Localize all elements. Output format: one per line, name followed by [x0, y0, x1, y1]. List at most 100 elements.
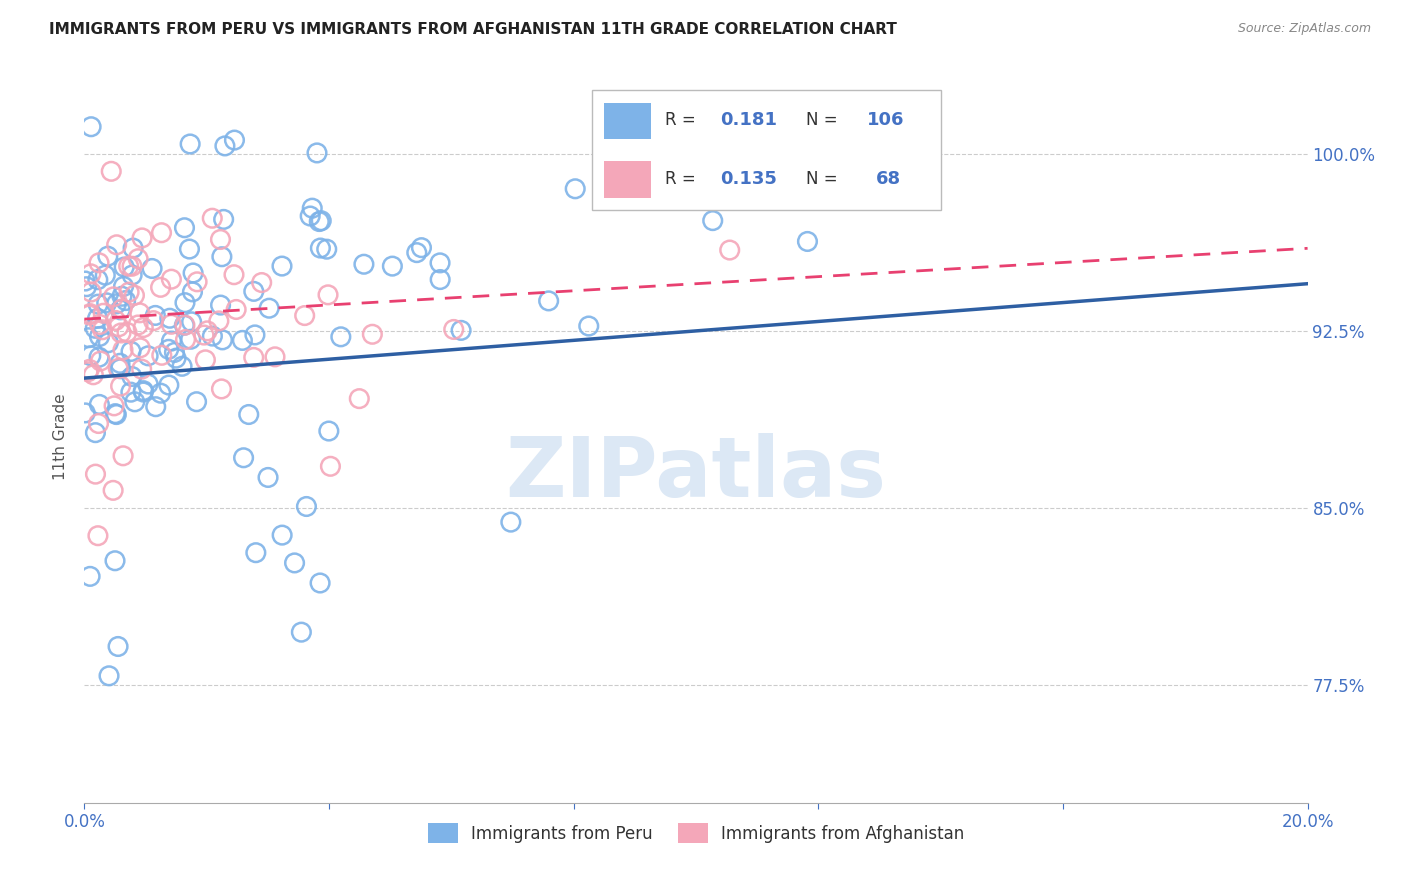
Point [163, 345, 186, 359]
Point [105, 408, 128, 422]
Point [77, 331, 100, 345]
Point [193, 328, 215, 343]
Point [718, 243, 741, 257]
Point [361, 327, 384, 342]
Point [89, 354, 111, 368]
Point [121, 259, 143, 273]
Point [159, 311, 181, 326]
Point [211, 250, 233, 264]
Point [110, 361, 132, 376]
Point [84, 321, 107, 335]
Point [129, 341, 152, 355]
Point [257, 301, 280, 316]
Point [564, 182, 586, 196]
Point [309, 213, 332, 227]
Point [104, 407, 127, 421]
Point [222, 268, 245, 282]
Point [157, 378, 180, 392]
Point [132, 384, 155, 398]
Point [211, 333, 233, 347]
Point [284, 556, 307, 570]
Text: N =: N = [806, 169, 838, 188]
Point [80, 285, 103, 299]
Point [149, 386, 172, 401]
Point [157, 343, 180, 357]
Text: 106: 106 [868, 112, 904, 129]
Point [91, 323, 114, 337]
Point [243, 327, 266, 342]
Point [201, 329, 224, 343]
Bar [605, 161, 651, 198]
Point [77, 365, 100, 379]
Text: N =: N = [806, 112, 838, 129]
Point [211, 382, 233, 396]
Point [127, 318, 149, 332]
Point [79, 569, 101, 583]
Point [131, 231, 153, 245]
Point [194, 352, 217, 367]
Point [79, 308, 101, 322]
Point [110, 379, 132, 393]
Point [118, 285, 141, 300]
Point [305, 145, 328, 160]
Point [110, 326, 132, 340]
Point [79, 362, 101, 376]
Point [87, 350, 110, 364]
Point [145, 400, 167, 414]
Point [107, 319, 129, 334]
Point [796, 235, 818, 249]
Point [174, 318, 197, 333]
Point [195, 324, 218, 338]
Bar [605, 103, 651, 139]
Point [132, 385, 155, 400]
Point [141, 261, 163, 276]
Point [315, 242, 337, 256]
Point [443, 322, 465, 336]
Point [121, 369, 143, 384]
Point [89, 329, 111, 343]
Point [186, 275, 208, 289]
Point [127, 252, 149, 266]
Point [294, 309, 316, 323]
Point [578, 319, 600, 334]
Point [110, 302, 132, 317]
Point [94, 268, 117, 282]
Point [142, 313, 165, 327]
Point [295, 500, 318, 514]
Point [136, 349, 159, 363]
Point [112, 279, 135, 293]
Point [299, 209, 322, 223]
Point [290, 625, 312, 640]
Point [264, 350, 287, 364]
Point [120, 385, 142, 400]
Point [150, 348, 173, 362]
Point [112, 260, 135, 274]
Point [82, 368, 104, 382]
Point [143, 309, 166, 323]
Point [174, 333, 197, 347]
Point [111, 289, 134, 303]
Point [381, 259, 404, 273]
Point [87, 273, 110, 287]
Point [308, 214, 330, 228]
Point [405, 245, 427, 260]
Point [87, 417, 110, 431]
Point [89, 318, 111, 332]
Point [86, 311, 108, 326]
Point [181, 266, 204, 280]
Point [209, 298, 232, 312]
Point [124, 288, 146, 302]
Point [499, 515, 522, 529]
Point [160, 334, 183, 348]
Point [160, 272, 183, 286]
Legend: Immigrants from Peru, Immigrants from Afghanistan: Immigrants from Peru, Immigrants from Af… [420, 817, 972, 849]
Point [107, 640, 129, 654]
Point [349, 392, 371, 406]
Point [107, 361, 129, 376]
Point [214, 139, 236, 153]
Point [179, 242, 201, 256]
Point [231, 334, 253, 348]
Point [80, 120, 103, 134]
Point [111, 301, 134, 316]
Point [353, 257, 375, 271]
